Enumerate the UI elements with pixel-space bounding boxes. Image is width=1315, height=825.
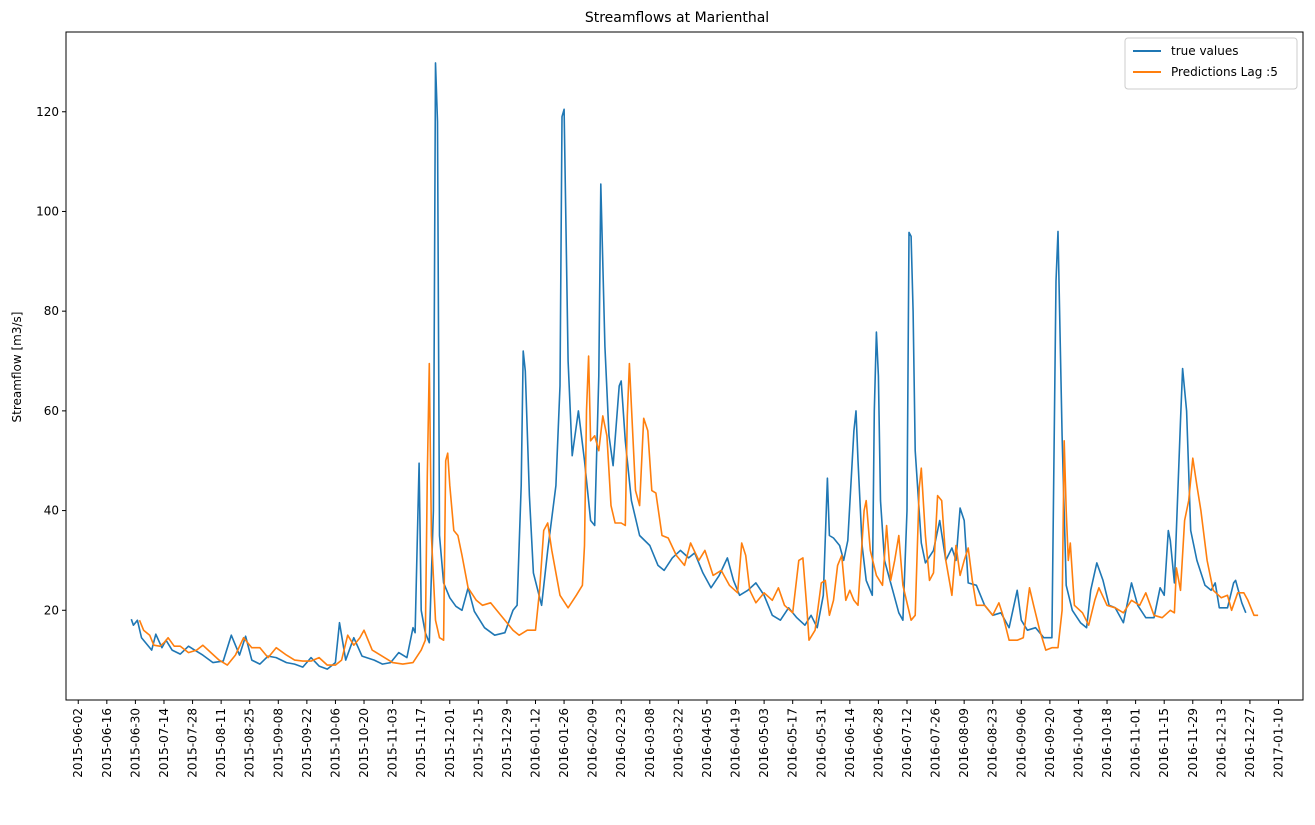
x-tick-label: 2015-09-08: [271, 708, 285, 778]
x-tick-label: 2015-07-14: [157, 708, 171, 778]
x-tick-label: 2016-04-19: [729, 708, 743, 778]
series-line-1: [138, 355, 1259, 666]
y-tick-label: 100: [36, 204, 59, 218]
y-tick-label: 120: [36, 105, 59, 119]
plot-area: [65, 31, 1304, 701]
x-tick-label: 2016-05-03: [757, 708, 771, 778]
series-line-0: [130, 62, 1247, 670]
x-tick-label: 2016-02-09: [586, 708, 600, 778]
x-tick-label: 2016-03-22: [671, 708, 685, 778]
legend-frame: [1124, 37, 1298, 90]
x-tick-label: 2016-11-29: [1186, 708, 1200, 778]
x-tick-label: 2016-06-14: [843, 708, 857, 778]
x-tick-label: 2015-10-06: [328, 708, 342, 778]
x-tick-label: 2016-11-01: [1129, 708, 1143, 778]
series-layer: [130, 62, 1259, 670]
legend: true values Predictions Lag :5: [1124, 37, 1298, 90]
y-tick-label: 40: [44, 504, 59, 518]
x-tick-label: 2015-12-01: [443, 708, 457, 778]
x-tick-label: 2015-06-02: [71, 708, 85, 778]
x-tick-label: 2016-04-05: [700, 708, 714, 778]
x-tick-label: 2015-10-20: [357, 708, 371, 778]
x-tick-label: 2015-08-11: [214, 708, 228, 778]
x-tick-label: 2016-12-27: [1243, 708, 1257, 778]
x-tick-label: 2016-02-23: [614, 708, 628, 778]
y-tick-label: 20: [44, 603, 59, 617]
x-tick-label: 2016-08-09: [957, 708, 971, 778]
x-tick-label: 2017-01-10: [1272, 708, 1286, 778]
legend-label-true-values: true values: [1171, 44, 1238, 58]
y-tick-label: 80: [44, 304, 59, 318]
legend-label-predictions: Predictions Lag :5: [1171, 65, 1278, 79]
x-tick-label: 2016-09-20: [1043, 708, 1057, 778]
x-tick-label: 2016-01-26: [557, 708, 571, 778]
x-tick-label: 2016-07-12: [900, 708, 914, 778]
x-tick-label: 2016-03-08: [643, 708, 657, 778]
x-tick-label: 2016-05-17: [786, 708, 800, 778]
x-tick-label: 2016-10-18: [1100, 708, 1114, 778]
x-tick-label: 2015-11-03: [386, 708, 400, 778]
x-tick-label: 2015-06-30: [128, 708, 142, 778]
y-tick-label: 60: [44, 404, 59, 418]
x-tick-label: 2016-10-04: [1071, 708, 1085, 778]
y-axis-label: Streamflow [m3/s]: [10, 312, 24, 423]
x-tick-label: 2016-05-31: [814, 708, 828, 778]
x-tick-label: 2016-01-12: [528, 708, 542, 778]
x-tick-label: 2015-11-17: [414, 708, 428, 778]
x-tick-label: 2016-09-06: [1014, 708, 1028, 778]
x-tick-label: 2016-12-13: [1214, 708, 1228, 778]
chart-title: Streamflows at Marienthal: [585, 10, 769, 26]
x-axis-ticks: 2015-06-02 2015-06-16 2015-06-30 2015-07-14…: [71, 700, 1286, 778]
x-tick-label: 2016-11-15: [1157, 708, 1171, 778]
x-tick-label: 2015-09-22: [300, 708, 314, 778]
x-tick-label: 2016-07-26: [929, 708, 943, 778]
x-tick-label: 2015-12-29: [500, 708, 514, 778]
x-tick-label: 2015-06-16: [100, 708, 114, 778]
x-tick-label: 2015-08-25: [243, 708, 257, 778]
y-axis-ticks: 20 40 60 80 100 120: [36, 105, 66, 617]
x-tick-label: 2016-06-28: [871, 708, 885, 778]
x-tick-label: 2015-12-15: [471, 708, 485, 778]
plot-frame: [65, 31, 1304, 701]
x-tick-label: 2015-07-28: [186, 708, 200, 778]
x-tick-label: 2016-08-23: [986, 708, 1000, 778]
